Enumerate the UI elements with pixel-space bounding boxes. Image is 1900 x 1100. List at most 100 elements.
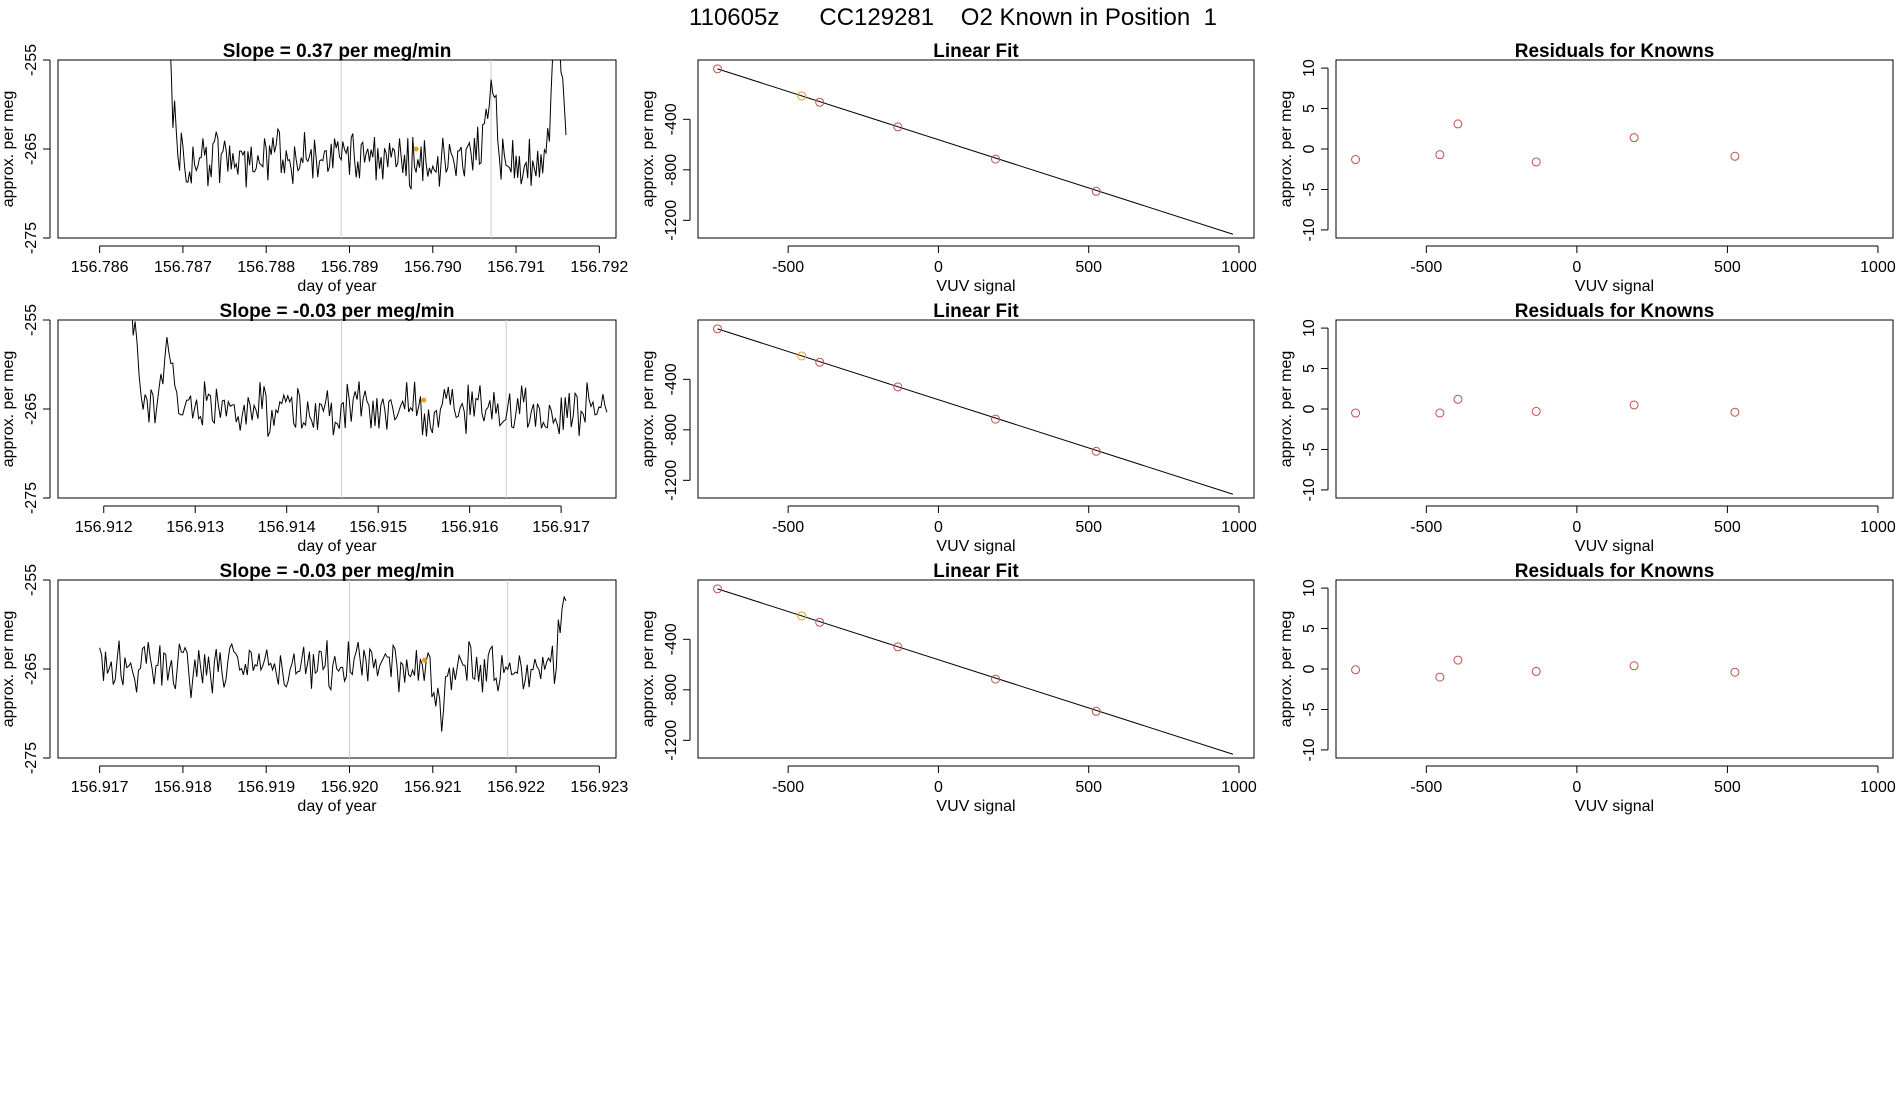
x-tick-label: 1000: [1221, 519, 1257, 536]
x-tick-label: 156.789: [321, 259, 379, 276]
x-tick-label: -500: [1410, 519, 1442, 536]
x-axis-label: VUV signal: [936, 278, 1015, 295]
y-tick-label: -1200: [663, 720, 680, 761]
x-tick-label: 500: [1075, 259, 1102, 276]
x-axis-label: VUV signal: [1575, 278, 1654, 295]
data-point: [1091, 706, 1101, 716]
x-tick-label: 1000: [1860, 779, 1896, 796]
x-tick-label: 1000: [1221, 779, 1257, 796]
x-tick-label: 156.923: [570, 779, 628, 796]
data-point: [1730, 151, 1740, 161]
x-tick-label: -500: [772, 779, 804, 796]
data-point: [1730, 407, 1740, 417]
y-tick-label: 5: [1301, 624, 1318, 633]
panel-title: Residuals for Knowns: [1515, 561, 1715, 582]
plot-frame: [697, 319, 1255, 499]
x-tick-label: 156.917: [532, 519, 590, 536]
y-axis-label: approx. per meg: [0, 91, 17, 208]
x-tick-label: 1000: [1860, 259, 1896, 276]
panel-time-series-row3: Slope = -0.03 per meg/min 156.917 156.918 1…: [0, 561, 628, 815]
data-point: [991, 414, 1001, 424]
trace-line: [170, 60, 567, 190]
plot-frame: [1335, 59, 1894, 239]
y-axis-label: approx. per meg: [640, 351, 657, 468]
y-axis-label: approx. per meg: [640, 91, 657, 208]
data-point: [797, 611, 807, 621]
plot-frame: [57, 59, 617, 239]
data-point: [1435, 150, 1445, 160]
data-point: [991, 154, 1001, 164]
y-axis-label: approx. per meg: [0, 611, 17, 728]
y-tick-label: -5: [1301, 702, 1318, 716]
x-tick-label: 156.912: [75, 519, 133, 536]
data-point: [815, 617, 825, 627]
x-tick-label: 500: [1075, 779, 1102, 796]
y-tick-label: -275: [23, 222, 40, 254]
y-tick-label: 0: [1301, 144, 1318, 153]
x-tick-label: 156.916: [441, 519, 499, 536]
plot-frame: [1335, 319, 1894, 499]
x-tick-label: 156.919: [237, 779, 295, 796]
data-point: [1351, 408, 1361, 418]
data-point: [1531, 406, 1541, 416]
y-tick-label: 10: [1301, 579, 1318, 597]
x-tick-label: 500: [1714, 259, 1741, 276]
data-point: [1453, 655, 1463, 665]
y-tick-label: -5: [1301, 442, 1318, 456]
panel-title: Linear Fit: [933, 301, 1019, 322]
data-point: [1453, 119, 1463, 129]
x-axis-label: VUV signal: [936, 798, 1015, 815]
data-point: [893, 642, 903, 652]
y-tick-label: -275: [23, 742, 40, 774]
fit-line: [717, 588, 1234, 755]
highlight-point: [421, 397, 427, 403]
data-layer: [713, 324, 1234, 495]
x-tick-label: 156.922: [487, 779, 545, 796]
data-layer: [1351, 119, 1740, 167]
data-point: [1435, 408, 1445, 418]
x-axis-label: day of year: [297, 798, 377, 815]
panel-residuals-row3: Residuals for Knowns -500 0 500 1000 VUV sign…: [1278, 561, 1896, 815]
y-tick-label: -400: [663, 623, 680, 655]
x-axis-label: VUV signal: [1575, 798, 1654, 815]
panel-linear-fit-row3: Linear Fit -500 0 500 1000 VUV signal -400 -800…: [640, 561, 1257, 815]
y-tick-label: -1200: [663, 460, 680, 501]
x-tick-label: 156.913: [166, 519, 224, 536]
trace-line: [131, 320, 608, 437]
panel-residuals-row2: Residuals for Knowns -500 0 500 1000 VUV sign…: [1278, 301, 1896, 555]
y-tick-label: -10: [1301, 738, 1318, 761]
data-point: [1531, 157, 1541, 167]
x-tick-label: 1000: [1221, 259, 1257, 276]
data-point: [1629, 133, 1639, 143]
data-point: [1091, 446, 1101, 456]
panel-linear-fit-row1: Linear Fit -500 0 500 1000 VUV signal -400 -800…: [640, 41, 1257, 295]
x-tick-label: 156.918: [154, 779, 212, 796]
y-tick-label: -265: [23, 133, 40, 165]
data-point: [1629, 661, 1639, 671]
x-tick-label: 0: [1572, 519, 1581, 536]
x-tick-label: 156.792: [570, 259, 628, 276]
panel-linear-fit-row2: Linear Fit -500 0 500 1000 VUV signal -400 -800…: [640, 301, 1257, 555]
panel-residuals-row1: Residuals for Knowns -500 0 500 1000 VUV sign…: [1278, 41, 1896, 295]
data-layer: [99, 580, 567, 758]
y-tick-label: 10: [1301, 319, 1318, 337]
y-tick-label: -10: [1301, 218, 1318, 241]
panel-title: Slope = 0.37 per meg/min: [223, 41, 452, 62]
x-axis-label: VUV signal: [936, 538, 1015, 555]
x-tick-label: 0: [934, 259, 943, 276]
x-tick-label: 156.790: [404, 259, 462, 276]
y-tick-label: -400: [663, 103, 680, 135]
data-layer: [713, 584, 1234, 755]
panel-title: Linear Fit: [933, 561, 1019, 582]
highlight-point: [413, 146, 419, 152]
data-point: [713, 324, 723, 334]
y-tick-label: -5: [1301, 182, 1318, 196]
trace-line: [99, 595, 567, 732]
data-point: [1453, 394, 1463, 404]
x-tick-label: 156.788: [237, 259, 295, 276]
x-tick-label: 156.917: [71, 779, 129, 796]
data-point: [1730, 667, 1740, 677]
x-tick-label: 156.921: [404, 779, 462, 796]
y-axis-label: approx. per meg: [1278, 611, 1295, 728]
plot-frame: [1335, 579, 1894, 759]
